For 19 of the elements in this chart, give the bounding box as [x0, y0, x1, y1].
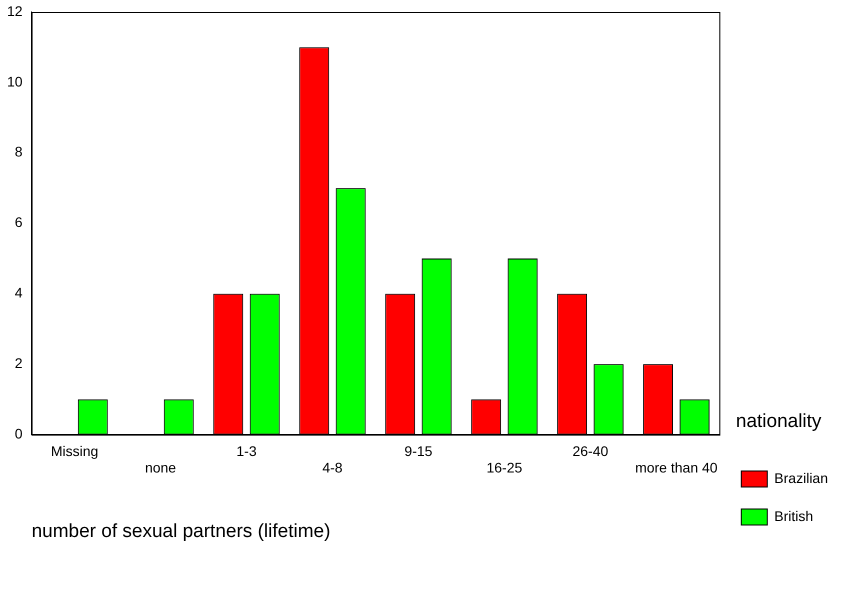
x-tick-label: Missing — [50, 442, 98, 459]
y-tick-label: 2 — [14, 355, 23, 372]
y-tick-label: 8 — [14, 144, 23, 160]
legend-label: Brazilian — [774, 470, 828, 486]
legend-label: British — [774, 508, 814, 524]
y-tick-label: 0 — [14, 425, 23, 442]
x-tick-label: 9-15 — [404, 442, 433, 459]
y-tick-label: 12 — [6, 2, 23, 19]
x-tick-label: none — [144, 460, 176, 476]
y-tick-label: 4 — [14, 284, 23, 301]
y-tick-label: 6 — [14, 214, 23, 230]
x-axis-title: number of sexual partners (lifetime) — [32, 520, 330, 542]
x-tick-label: 26-40 — [572, 442, 608, 459]
x-tick-label: 16-25 — [486, 460, 523, 476]
y-tick-label: 10 — [6, 73, 23, 90]
legend-title: nationality — [736, 410, 822, 432]
x-tick-label: 4-8 — [322, 460, 343, 476]
x-tick-label: 1-3 — [236, 442, 257, 459]
x-tick-label: more than 40 — [635, 460, 718, 476]
